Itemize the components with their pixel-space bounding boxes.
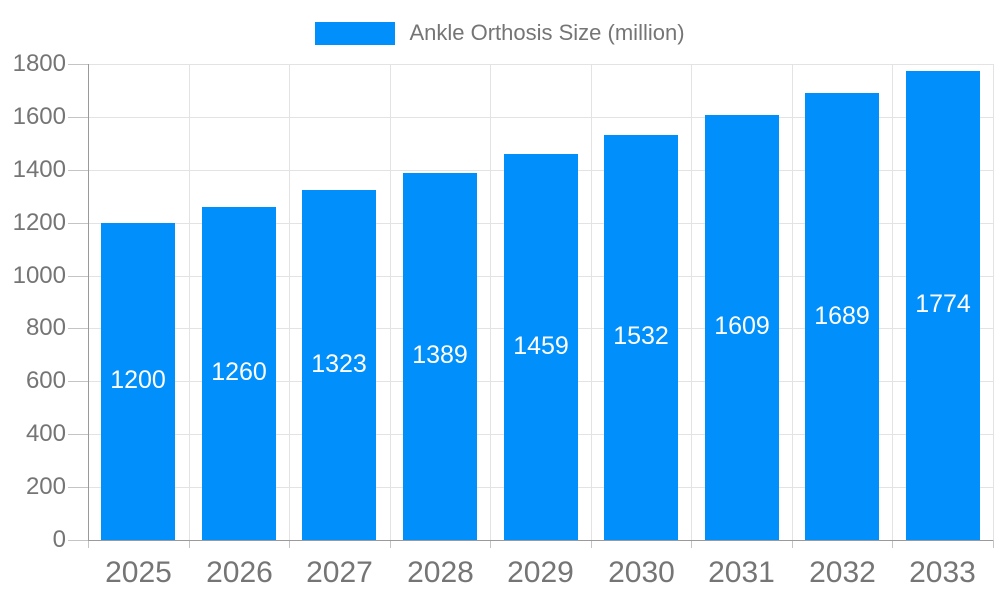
- x-axis-label: 2032: [809, 556, 876, 589]
- x-axis-label: 2027: [306, 556, 373, 589]
- h-gridline: [88, 64, 993, 65]
- bar[interactable]: [604, 135, 678, 540]
- y-axis-label: 1200: [12, 209, 66, 236]
- y-tick: [68, 117, 88, 118]
- v-gridline: [390, 64, 391, 540]
- x-tick: [792, 540, 793, 548]
- y-axis-label: 600: [25, 367, 66, 394]
- x-axis-line: [88, 540, 993, 541]
- bar[interactable]: [302, 190, 376, 540]
- v-gridline: [792, 64, 793, 540]
- x-tick: [189, 540, 190, 548]
- x-tick: [591, 540, 592, 548]
- x-axis-label: 2025: [105, 556, 172, 589]
- x-tick: [390, 540, 391, 548]
- x-tick: [993, 540, 994, 548]
- x-axis-label: 2029: [507, 556, 574, 589]
- x-axis-label: 2028: [407, 556, 474, 589]
- x-tick: [289, 540, 290, 548]
- bar[interactable]: [403, 173, 477, 540]
- y-tick: [68, 64, 88, 65]
- bar[interactable]: [202, 207, 276, 540]
- h-gridline: [88, 117, 993, 118]
- v-gridline: [691, 64, 692, 540]
- y-axis-label: 200: [25, 473, 66, 500]
- bar-value-label: 1774: [915, 290, 971, 318]
- y-axis-label: 1600: [12, 103, 66, 130]
- legend-label: Ankle Orthosis Size (million): [409, 20, 685, 45]
- x-axis-label: 2030: [608, 556, 675, 589]
- bar[interactable]: [705, 115, 779, 540]
- bar[interactable]: [504, 154, 578, 540]
- bar-value-label: 1459: [513, 332, 569, 360]
- y-axis-label: 0: [52, 526, 66, 553]
- bar-value-label: 1260: [211, 358, 267, 386]
- y-axis-label: 400: [25, 420, 66, 447]
- x-tick: [490, 540, 491, 548]
- bar-value-label: 1323: [311, 350, 367, 378]
- y-tick: [68, 487, 88, 488]
- x-tick: [88, 540, 89, 548]
- v-gridline: [993, 64, 994, 540]
- bar-value-label: 1609: [714, 312, 770, 340]
- y-axis-label: 1000: [12, 262, 66, 289]
- v-gridline: [289, 64, 290, 540]
- v-gridline: [490, 64, 491, 540]
- y-axis-line: [88, 64, 89, 540]
- x-axis-label: 2026: [206, 556, 273, 589]
- y-axis-label: 1800: [12, 50, 66, 77]
- y-axis-label: 800: [25, 314, 66, 341]
- y-tick: [68, 276, 88, 277]
- v-gridline: [189, 64, 190, 540]
- y-tick: [68, 434, 88, 435]
- y-tick: [68, 381, 88, 382]
- bar-value-label: 1689: [814, 302, 870, 330]
- y-tick: [68, 170, 88, 171]
- bar[interactable]: [101, 223, 175, 540]
- x-tick: [691, 540, 692, 548]
- legend[interactable]: Ankle Orthosis Size (million): [0, 20, 1000, 46]
- bar-value-label: 1532: [613, 322, 669, 350]
- v-gridline: [892, 64, 893, 540]
- legend-swatch-icon: [315, 21, 396, 45]
- bar-value-label: 1200: [110, 366, 166, 394]
- x-tick: [892, 540, 893, 548]
- bar[interactable]: [906, 71, 980, 540]
- v-gridline: [591, 64, 592, 540]
- y-axis-label: 1400: [12, 156, 66, 183]
- x-axis-label: 2033: [909, 556, 976, 589]
- y-tick: [68, 328, 88, 329]
- y-tick: [68, 223, 88, 224]
- x-axis-label: 2031: [708, 556, 775, 589]
- bar-value-label: 1389: [412, 341, 468, 369]
- y-tick: [68, 540, 88, 541]
- bar[interactable]: [805, 93, 879, 540]
